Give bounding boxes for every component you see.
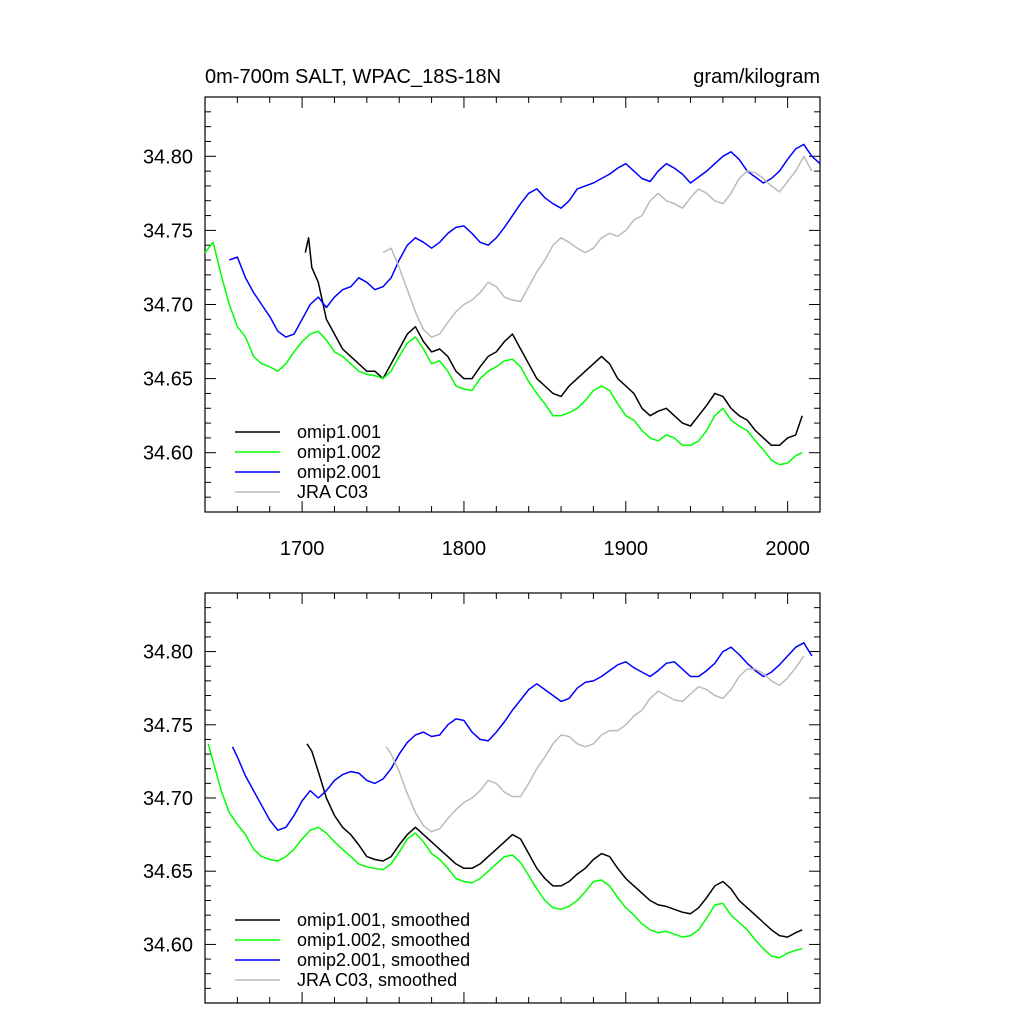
top-series-line-2 [229,143,821,338]
bottom-series-line-1 [207,743,803,959]
bottom-y-tick-label: 34.60 [143,934,193,956]
top-y-tick-label: 34.65 [143,369,193,391]
top-y-tick-label: 34.75 [143,220,193,242]
top-x-tick-label: 1800 [442,538,487,560]
bottom-legend-label: JRA C03, smoothed [297,970,457,990]
top-series-line-0 [304,237,803,447]
top-series-line-1 [204,241,803,466]
chart-title: 0m-700m SALT, WPAC_18S-18N [205,66,501,88]
bottom-series-line-0 [306,743,803,938]
bottom-y-tick-label: 34.70 [143,788,193,810]
top-y-tick-label: 34.80 [143,146,193,168]
bottom-legend-label: omip2.001, smoothed [297,950,470,970]
top-legend-label: omip1.001 [297,422,381,442]
top-x-tick-label: 1900 [604,538,649,560]
bottom-panel: 34.60 34.65 34.70 34.75 34.80 omip1.001, smoo… [143,592,821,1004]
top-y-tick-label: 34.70 [143,295,193,317]
bottom-series-line-2 [231,642,813,831]
chart-units: gram/kilogram [693,66,820,88]
top-y-tick-label: 34.60 [143,443,193,465]
bottom-legend-label: omip1.001, smoothed [297,910,470,930]
bottom-y-tick-label: 34.80 [143,642,193,664]
top-legend-label: JRA C03 [297,482,368,502]
bottom-y-tick-label: 34.65 [143,861,193,883]
top-x-tick-label: 1700 [280,538,325,560]
top-x-tick-label: 2000 [765,538,810,560]
bottom-legend-label: omip1.002, smoothed [297,930,470,950]
top-legend-label: omip1.002 [297,442,381,462]
top-legend-label: omip2.001 [297,462,381,482]
bottom-y-tick-label: 34.75 [143,715,193,737]
top-panel: 34.60 34.65 34.70 34.75 34.80 1700 1800 1900 200… [143,96,821,560]
top-series-line-3 [382,155,813,338]
bottom-series-line-3 [385,655,805,833]
